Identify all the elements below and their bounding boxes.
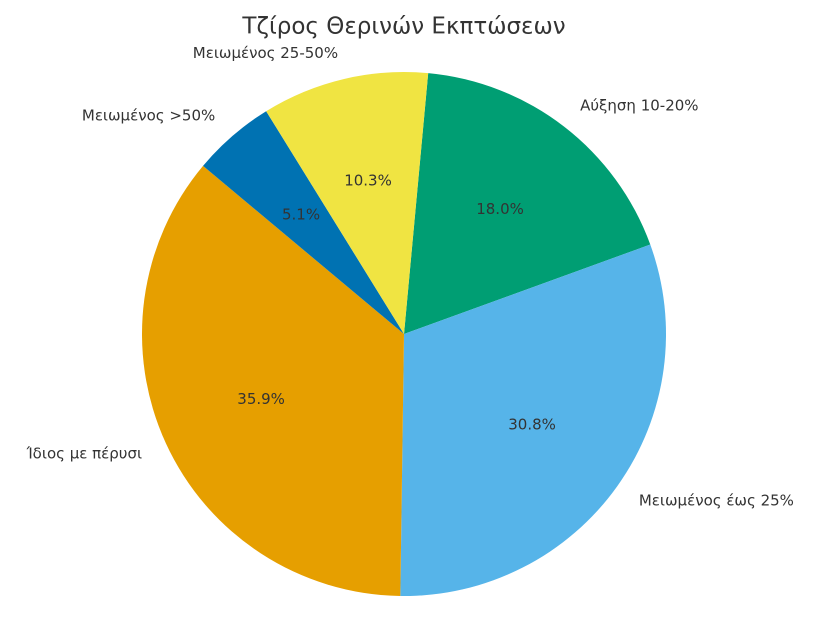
value-label: 18.0% [476,200,524,218]
pie-slice [142,165,405,596]
pie-slice [203,111,404,335]
pie-slice [404,73,651,335]
slice-label: Μειωμένος >50% [82,107,215,125]
slice-label: Αύξηση 10-20% [580,96,698,114]
pie-slice [266,72,429,335]
slice-label: Μειωμένος 25-50% [193,44,338,62]
slice-label: Ίδιος με πέρυσι [26,445,142,463]
value-label: 30.8% [508,416,556,434]
slice-label: Μειωμένος έως 25% [639,492,794,510]
chart-title: Τζίρος Θερινών Εκπτώσεων [241,14,565,40]
value-label: 5.1% [282,206,320,224]
pie-slice [400,244,667,597]
value-label: 35.9% [237,390,285,408]
value-label: 10.3% [344,171,392,189]
